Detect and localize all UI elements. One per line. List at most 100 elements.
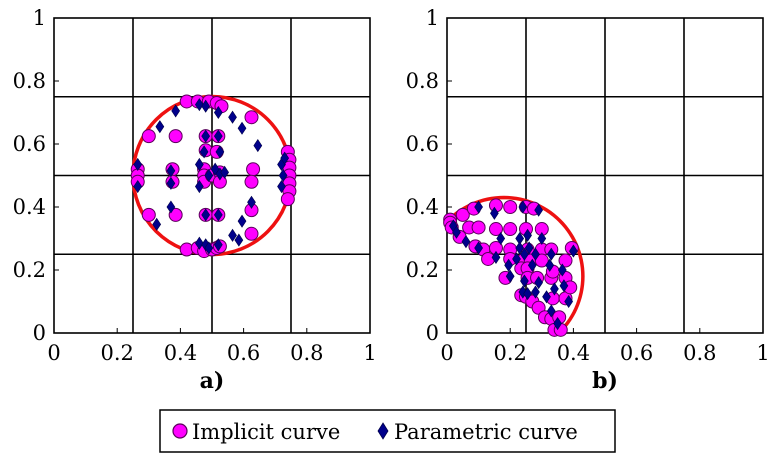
parametric-point	[545, 258, 555, 272]
parametric-point	[201, 129, 211, 143]
parametric-point	[531, 285, 540, 299]
y-tick-label: 0.8	[406, 69, 439, 93]
parametric-point	[253, 139, 263, 153]
implicit-curve	[446, 195, 585, 334]
parametric-point	[523, 287, 532, 301]
parametric-point	[496, 231, 506, 246]
parametric-point	[166, 176, 176, 190]
x-tick-label: 1	[363, 341, 376, 365]
parametric-point	[452, 225, 461, 239]
legend-label-parametric: Parametric curve	[394, 420, 578, 444]
implicit-point	[168, 207, 183, 222]
implicit-point	[503, 222, 518, 237]
implicit-point	[488, 222, 503, 237]
y-tick-label: 0.2	[13, 258, 46, 282]
implicit-point	[244, 110, 259, 125]
parametric-point	[461, 235, 471, 249]
y-tick-label: 0.8	[13, 69, 46, 93]
parametric-point	[537, 231, 547, 246]
parametric-point	[133, 157, 143, 172]
implicit-point	[141, 207, 156, 222]
parametric-point	[133, 179, 143, 194]
implicit-point	[280, 192, 295, 207]
y-tick-label: 0.6	[13, 132, 46, 156]
parametric-point	[215, 145, 225, 159]
parametric-point	[194, 179, 204, 194]
parametric-point	[564, 294, 574, 309]
parametric-point	[213, 129, 223, 143]
implicit-point	[503, 200, 518, 214]
x-tick-label: 0.8	[683, 341, 716, 365]
parametric-point	[220, 165, 230, 179]
parametric-point	[204, 241, 214, 255]
implicit-point	[244, 174, 259, 189]
parametric-point	[194, 98, 204, 112]
implicit-point	[481, 251, 496, 266]
x-tick-label: 0.6	[620, 341, 653, 365]
y-tick-label: 1	[33, 6, 46, 30]
parametric-point	[278, 168, 288, 183]
parametric-point	[505, 269, 515, 283]
parametric-point	[247, 195, 256, 209]
parametric-point	[201, 99, 211, 113]
parametric-point	[553, 317, 562, 331]
parametric-point	[515, 241, 525, 255]
y-tick-label: 0.2	[406, 258, 439, 282]
implicit-point	[534, 253, 549, 268]
parametric-point	[213, 208, 223, 222]
parametric-point	[166, 200, 176, 214]
legend: Implicit curve Parametric curve	[159, 409, 616, 453]
parametric-point	[491, 250, 501, 264]
parametric-point	[569, 244, 578, 258]
x-tick-label: 0.2	[493, 341, 526, 365]
x-tick-label: 0.2	[100, 341, 133, 365]
parametric-point	[534, 276, 544, 290]
parametric-point	[155, 120, 165, 134]
y-tick-label: 0	[33, 321, 46, 345]
panel-a: 0 0.2 0.4 0.6 0.8 1 0 0.2 0.4 0.6 0.8 1 a)	[13, 6, 377, 394]
y-tick-label: 0.6	[406, 132, 439, 156]
implicit-point	[471, 220, 486, 235]
x-tick-label: 0.8	[290, 341, 323, 365]
parametric-point	[201, 208, 211, 222]
parametric-point	[534, 203, 544, 217]
legend-label-implicit: Implicit curve	[192, 420, 340, 444]
panel-sublabel: b)	[592, 368, 618, 394]
legend-diamond-icon	[377, 422, 389, 440]
parametric-point	[474, 241, 483, 255]
parametric-point	[228, 110, 237, 124]
parametric-point	[204, 168, 214, 183]
parametric-point	[527, 258, 537, 272]
parametric-point	[213, 105, 223, 120]
y-tick-label: 1	[426, 6, 439, 30]
parametric-point	[228, 228, 237, 242]
implicit-point	[141, 129, 156, 144]
x-tick-label: 0.4	[557, 341, 590, 365]
parametric-point	[512, 252, 521, 266]
y-tick-label: 0.4	[13, 195, 46, 219]
parametric-point	[152, 217, 162, 231]
parametric-point	[504, 258, 513, 272]
parametric-point	[518, 200, 528, 214]
parametric-point	[213, 238, 223, 252]
parametric-point	[490, 206, 499, 220]
parametric-point	[194, 157, 204, 172]
implicit-point	[455, 207, 470, 222]
x-tick-label: 0	[440, 341, 453, 365]
parametric-point	[520, 247, 529, 261]
parametric-point	[546, 247, 556, 261]
parametric-point	[280, 151, 290, 165]
parametric-point	[474, 200, 483, 214]
parametric-point	[277, 179, 286, 194]
parametric-point	[557, 263, 567, 277]
parametric-point	[546, 304, 556, 318]
legend-circle-icon	[172, 423, 188, 439]
parametric-point	[542, 290, 551, 304]
plot-frame	[53, 17, 371, 334]
parametric-point	[550, 282, 559, 296]
parametric-point	[531, 247, 540, 261]
implicit-point	[168, 129, 183, 144]
implicit-point	[558, 253, 573, 268]
x-tick-label: 0.4	[164, 341, 197, 365]
